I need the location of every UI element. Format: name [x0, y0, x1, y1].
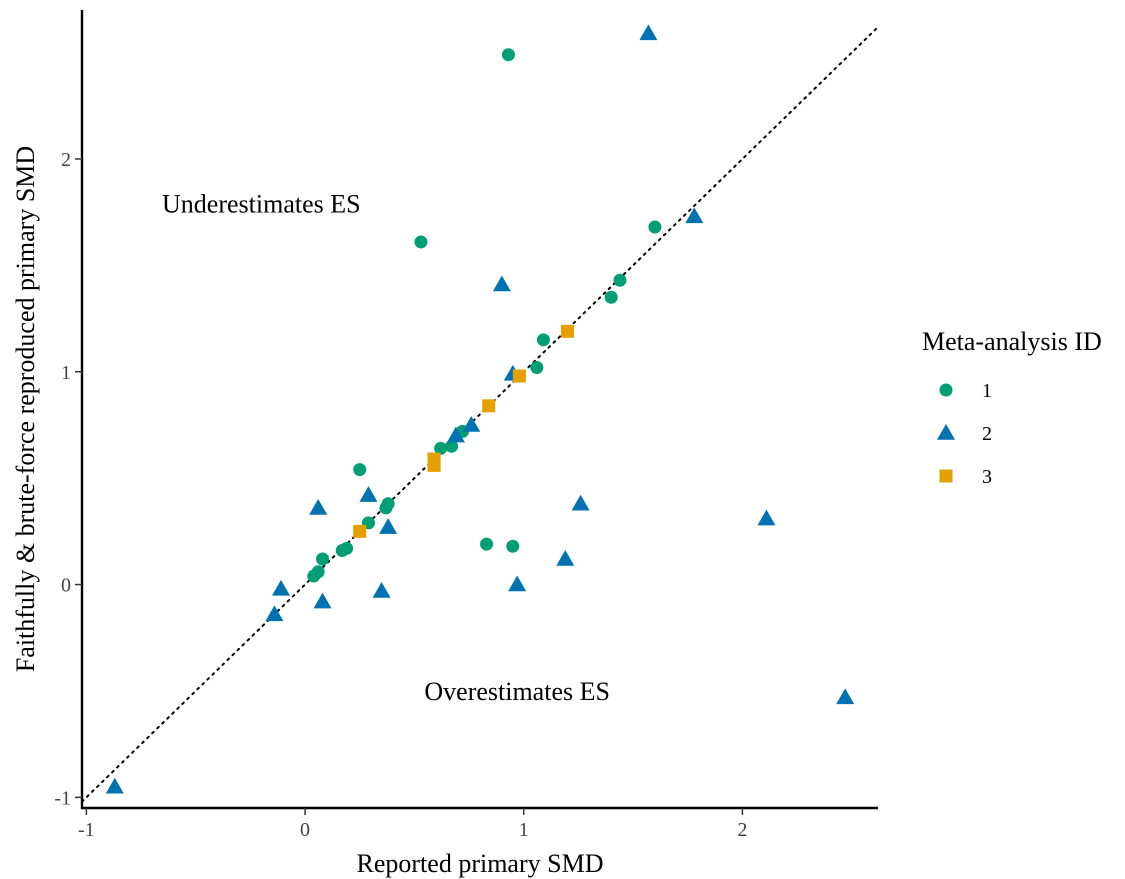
- data-point-series-2-15: [313, 592, 332, 609]
- legend-key-3: [939, 469, 953, 483]
- data-point-series-2-6: [359, 486, 378, 502]
- data-point-series-1-3: [613, 273, 627, 287]
- data-point-series-1-18: [307, 569, 321, 583]
- x-tick-label-3: 2: [737, 819, 747, 841]
- data-point-series-2-13: [372, 581, 391, 598]
- legend-label-1: 1: [982, 380, 992, 402]
- data-point-series-2-17: [105, 777, 124, 794]
- y-axis-title: Faithfully & brute-force reproduced prim…: [11, 146, 40, 672]
- data-point-series-2-14: [272, 579, 290, 596]
- data-point-series-1-8: [445, 439, 459, 453]
- data-point-series-2-8: [379, 518, 398, 534]
- data-point-series-1-2: [414, 235, 428, 249]
- x-tick-label-2: 1: [519, 819, 529, 841]
- y-tick-label-2: 1: [61, 362, 71, 384]
- data-point-series-1-1: [648, 220, 662, 234]
- data-point-series-3-1: [512, 369, 526, 383]
- legend-label-2: 2: [982, 423, 992, 445]
- data-point-series-2-0: [639, 24, 658, 41]
- axes-layer: -1 0 1 2 -1 0 1 2: [54, 10, 878, 841]
- identity-line: [81, 26, 879, 803]
- data-point-series-2-18: [836, 688, 855, 705]
- y-tick-label-0: -1: [54, 787, 71, 809]
- y-tick-label-3: 2: [61, 149, 71, 171]
- x-axis-title: Reported primary SMD: [357, 849, 604, 878]
- data-point-series-1-12: [379, 501, 393, 515]
- legend-key-1: [939, 383, 953, 397]
- data-point-series-3-0: [560, 324, 574, 338]
- data-point-series-3-2: [482, 399, 496, 413]
- data-point-series-2-4: [462, 415, 481, 432]
- x-tick-label-1: 0: [300, 819, 310, 841]
- points-layer: [105, 24, 855, 794]
- identity-line-layer: [81, 26, 879, 803]
- data-point-series-2-1: [685, 207, 704, 224]
- data-point-series-2-2: [492, 275, 511, 292]
- data-point-series-1-6: [530, 361, 544, 375]
- data-point-series-2-11: [556, 550, 575, 566]
- data-point-series-1-20: [506, 539, 520, 553]
- data-point-series-1-9: [434, 441, 448, 455]
- annotations-layer: Underestimates ES Overestimates ES: [162, 190, 610, 706]
- x-tick-label-0: -1: [78, 819, 95, 841]
- data-point-series-2-7: [309, 498, 328, 515]
- legend-title: Meta-analysis ID: [922, 327, 1102, 356]
- data-point-series-1-10: [353, 463, 367, 477]
- data-point-series-1-16: [316, 552, 330, 566]
- data-point-series-1-5: [536, 333, 550, 347]
- data-point-series-2-9: [571, 494, 590, 511]
- annotation-0: Underestimates ES: [162, 190, 361, 219]
- data-point-series-2-12: [508, 575, 527, 592]
- data-point-series-1-4: [604, 290, 618, 304]
- data-point-series-2-16: [265, 605, 284, 622]
- legend-key-2: [937, 424, 955, 440]
- data-point-series-3-4: [427, 458, 441, 472]
- data-point-series-2-10: [757, 509, 776, 526]
- data-point-series-1-15: [335, 544, 349, 558]
- data-point-series-2-5: [446, 426, 465, 443]
- legend-label-3: 3: [982, 466, 992, 488]
- data-point-series-1-0: [501, 48, 515, 62]
- annotation-1: Overestimates ES: [424, 677, 610, 706]
- legend: Meta-analysis ID 1 2 3: [922, 327, 1102, 488]
- data-point-series-1-19: [480, 537, 494, 551]
- data-point-series-3-5: [353, 524, 367, 538]
- y-tick-label-1: 0: [61, 575, 71, 597]
